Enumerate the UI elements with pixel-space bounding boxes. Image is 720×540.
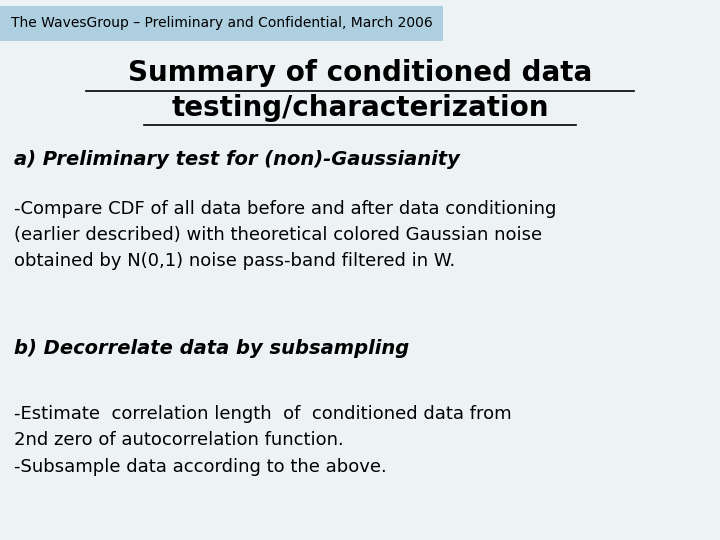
Text: a) Preliminary test for (non)-Gaussianity: a) Preliminary test for (non)-Gaussianit… <box>14 150 460 169</box>
Text: The WavesGroup – Preliminary and Confidential, March 2006: The WavesGroup – Preliminary and Confide… <box>11 16 433 30</box>
Text: testing/characterization: testing/characterization <box>171 94 549 122</box>
Text: b) Decorrelate data by subsampling: b) Decorrelate data by subsampling <box>14 339 410 358</box>
Text: -Estimate  correlation length  of  conditioned data from
2nd zero of autocorrela: -Estimate correlation length of conditio… <box>14 404 512 476</box>
FancyBboxPatch shape <box>0 6 443 40</box>
Text: -Compare CDF of all data before and after data conditioning
(earlier described) : -Compare CDF of all data before and afte… <box>14 199 557 271</box>
Text: Summary of conditioned data: Summary of conditioned data <box>128 59 592 87</box>
